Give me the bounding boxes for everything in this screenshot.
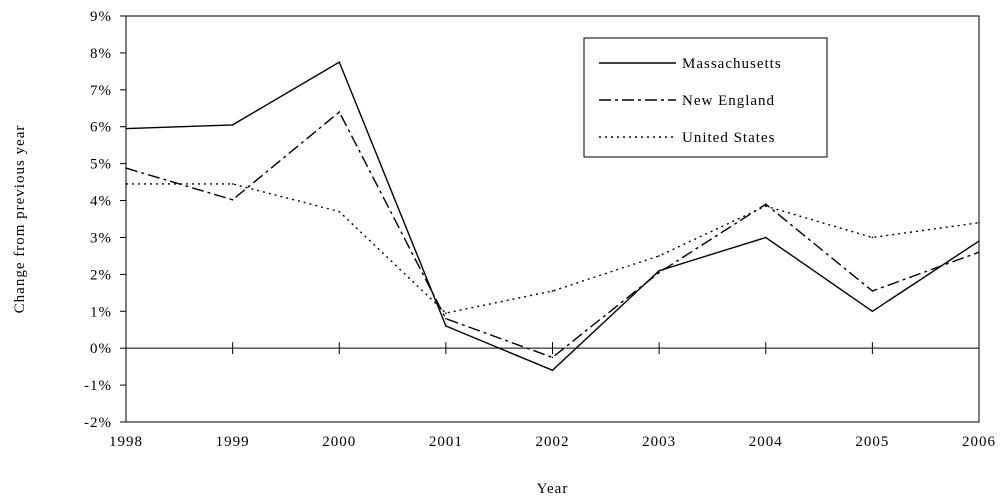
x-tick-label: 2002 xyxy=(536,434,570,450)
data-point xyxy=(338,61,341,63)
legend: Massachusetts New England United States xyxy=(583,37,828,158)
data-point xyxy=(125,183,127,185)
y-tick-label: -1% xyxy=(84,378,112,394)
data-point xyxy=(231,199,234,201)
data-point xyxy=(764,203,767,206)
x-tick-label: 1998 xyxy=(109,434,143,450)
x-tick-label: 1999 xyxy=(216,434,250,450)
data-point xyxy=(338,210,341,213)
data-point xyxy=(978,240,980,242)
y-tick-label: 3% xyxy=(90,230,112,246)
x-tick-label: 2003 xyxy=(642,434,676,450)
data-point xyxy=(445,325,447,327)
series-line-united-states xyxy=(126,183,980,314)
y-tick-label: 9% xyxy=(90,9,112,25)
data-point xyxy=(125,127,127,130)
data-point xyxy=(764,236,767,239)
data-point xyxy=(551,356,554,359)
x-axis-label: Year xyxy=(537,481,569,497)
data-point xyxy=(551,369,554,372)
data-point xyxy=(445,312,447,314)
x-tick-label: 2001 xyxy=(429,434,463,450)
series-lines xyxy=(125,61,980,372)
legend-label: Massachusetts xyxy=(682,56,782,72)
x-tick-label: 2005 xyxy=(855,434,889,450)
data-point xyxy=(978,251,980,254)
x-axis-ticks: 1998 1999 2000 2001 2002 2003 2004 2005 2006 xyxy=(109,342,996,450)
y-tick-label: 8% xyxy=(90,46,112,62)
data-point xyxy=(871,236,874,239)
series-line-new-england xyxy=(125,110,980,359)
data-point xyxy=(125,167,127,169)
data-point xyxy=(658,271,660,274)
y-tick-label: 5% xyxy=(90,157,112,173)
y-tick-label: 4% xyxy=(90,194,112,210)
series-line-massachusetts xyxy=(125,61,980,372)
data-point xyxy=(658,255,660,257)
data-point xyxy=(551,290,554,292)
y-axis-label: Change from previous year xyxy=(12,125,28,314)
data-point xyxy=(871,310,874,313)
data-point xyxy=(658,269,660,272)
y-tick-label: 2% xyxy=(90,267,112,283)
data-point xyxy=(338,111,341,113)
x-tick-label: 2006 xyxy=(962,434,996,450)
y-tick-label: -2% xyxy=(84,415,112,431)
data-point xyxy=(231,183,234,185)
data-point xyxy=(978,221,980,224)
y-tick-label: 7% xyxy=(90,83,112,99)
data-point xyxy=(231,124,234,126)
data-point xyxy=(871,290,874,292)
legend-label: United States xyxy=(682,130,775,146)
y-tick-label: 0% xyxy=(90,341,112,357)
x-tick-label: 2004 xyxy=(749,434,783,450)
y-tick-label: 1% xyxy=(90,304,112,320)
y-tick-label: 6% xyxy=(90,120,112,136)
plot-area xyxy=(125,15,980,423)
data-point xyxy=(764,205,767,207)
y-axis-ticks: -2% -1% 0% 1% 2% 3% 4% 5% 6% 7% 8% 9% xyxy=(84,9,126,431)
x-tick-label: 2000 xyxy=(322,434,356,450)
legend-label: New England xyxy=(682,93,775,109)
data-point xyxy=(445,317,447,320)
